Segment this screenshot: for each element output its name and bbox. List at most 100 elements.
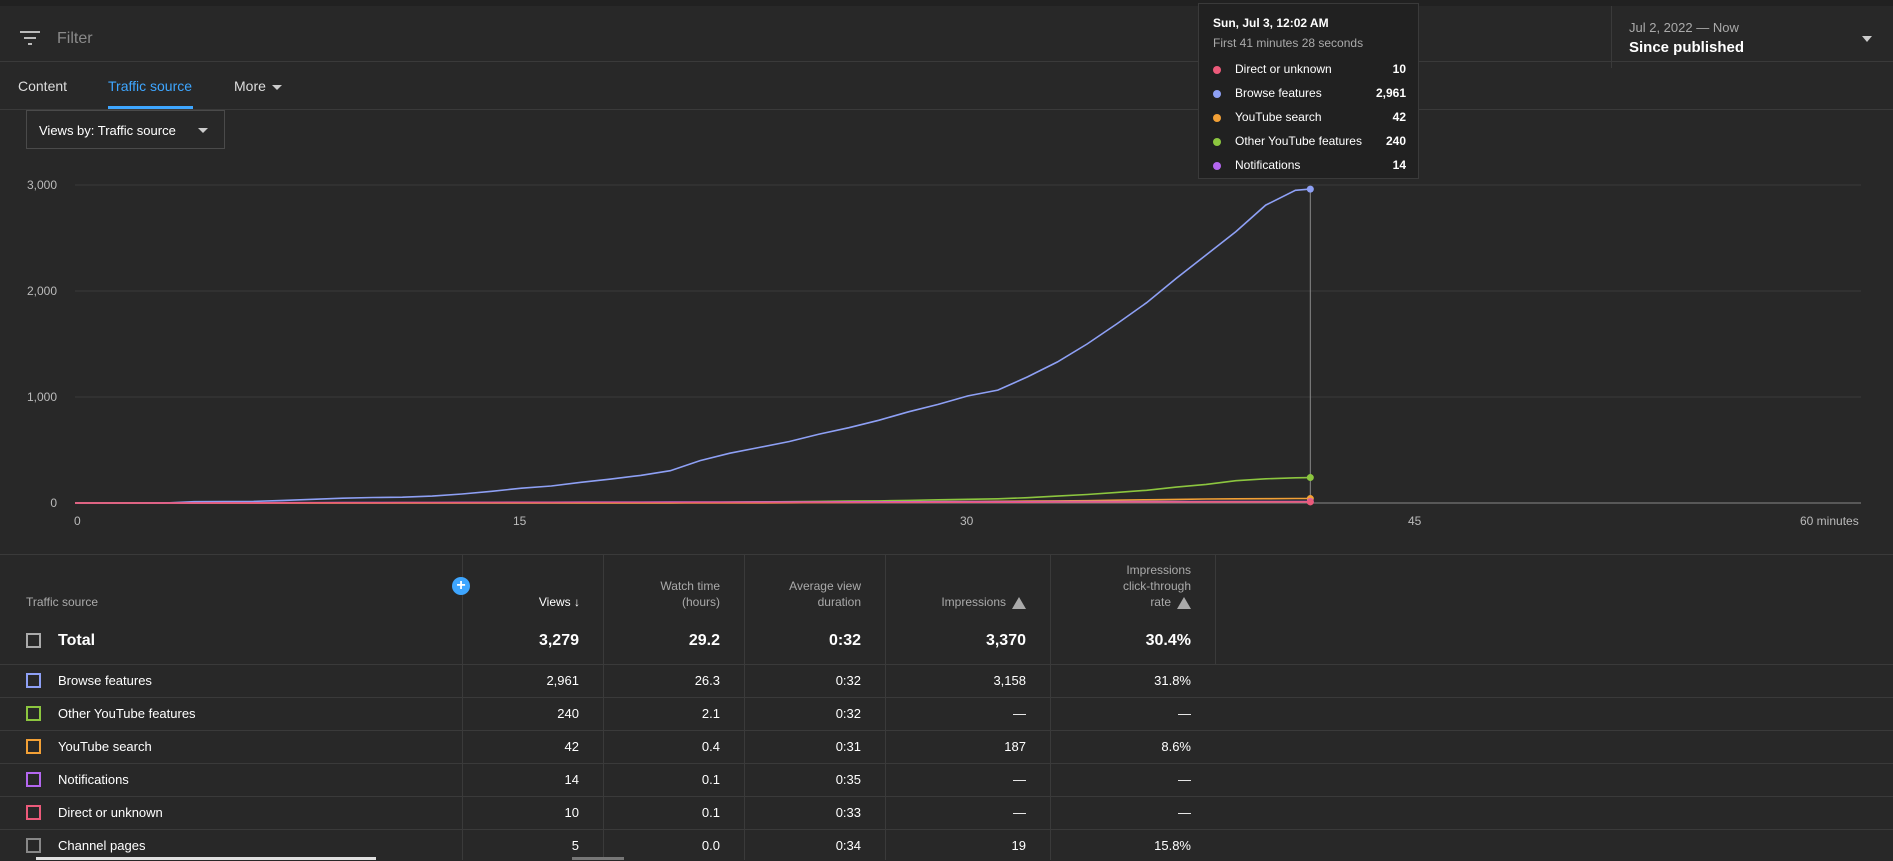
tooltip-row: YouTube search 42 bbox=[1213, 109, 1406, 127]
column-header-views[interactable]: Views ↓ bbox=[500, 594, 580, 610]
row-label: Notifications bbox=[58, 772, 129, 787]
warning-icon bbox=[1177, 596, 1191, 609]
x-tick-label: 45 bbox=[1408, 514, 1422, 528]
add-column-icon[interactable]: + bbox=[452, 577, 470, 595]
column-divider bbox=[744, 554, 745, 860]
row-views: 5 bbox=[571, 838, 579, 853]
row-checkbox[interactable] bbox=[26, 673, 41, 688]
caret-down-icon bbox=[271, 84, 282, 90]
column-header-ctr-line1: Impressions bbox=[1126, 563, 1191, 577]
x-tick-label: 15 bbox=[513, 514, 527, 528]
row-divider bbox=[0, 829, 1893, 830]
row-views: 2,961 bbox=[546, 673, 579, 688]
filter-input[interactable]: Filter bbox=[57, 30, 93, 47]
column-header-avd-line2: duration bbox=[817, 595, 861, 609]
row-impressions: — bbox=[1013, 706, 1026, 721]
row-checkbox[interactable] bbox=[26, 805, 41, 820]
tooltip-row: Direct or unknown 10 bbox=[1213, 61, 1406, 79]
tooltip-row-value: 10 bbox=[1392, 62, 1406, 76]
row-avd: 0:34 bbox=[835, 838, 861, 853]
y-tick-label: 0 bbox=[50, 496, 57, 510]
row-impressions: 19 bbox=[1011, 838, 1026, 853]
row-impressions: — bbox=[1013, 772, 1026, 787]
row-divider bbox=[0, 730, 1893, 731]
column-header-ctr-line2: click-through bbox=[1122, 579, 1191, 593]
series-line-browse-features bbox=[75, 188, 1311, 504]
row-ctr: 8.6% bbox=[1161, 739, 1191, 754]
tooltip-row-label: Other YouTube features bbox=[1235, 134, 1362, 148]
legend-dot-icon bbox=[1213, 90, 1221, 98]
views-by-dropdown[interactable]: Views by: Traffic source bbox=[26, 110, 225, 149]
series-line-other-youtube-features bbox=[75, 476, 1311, 504]
column-header-avd-line1: Average view bbox=[789, 579, 861, 593]
column-divider bbox=[603, 554, 604, 860]
column-header-avd[interactable]: Average view duration bbox=[751, 578, 861, 610]
row-label: Other YouTube features bbox=[58, 706, 196, 721]
row-divider bbox=[0, 697, 1893, 698]
tooltip-row-label: Notifications bbox=[1235, 158, 1301, 172]
series-line-direct-or-unknown bbox=[75, 501, 1311, 504]
row-divider bbox=[0, 664, 1893, 665]
x-tick-label: 60 minutes bbox=[1800, 514, 1859, 528]
caret-down-icon bbox=[198, 128, 208, 133]
row-ctr: 31.8% bbox=[1154, 673, 1191, 688]
row-views: 14 bbox=[564, 772, 579, 787]
row-views: 42 bbox=[564, 739, 579, 754]
total-impressions: 3,370 bbox=[985, 632, 1026, 649]
row-ctr: — bbox=[1178, 772, 1191, 787]
tooltip-row-value: 240 bbox=[1385, 134, 1406, 148]
tab-more-label: More bbox=[234, 78, 266, 94]
total-ctr: 30.4% bbox=[1145, 632, 1191, 649]
date-range-selector[interactable]: Jul 2, 2022 — Now Since published bbox=[1611, 6, 1893, 68]
tab-more[interactable]: More bbox=[234, 78, 282, 94]
row-checkbox[interactable] bbox=[26, 706, 41, 721]
row-impressions: 187 bbox=[1004, 739, 1026, 754]
row-avd: 0:33 bbox=[835, 805, 861, 820]
row-divider bbox=[0, 796, 1893, 797]
date-range-text: Jul 2, 2022 — Now bbox=[1629, 20, 1739, 35]
traffic-chart[interactable] bbox=[0, 0, 1893, 554]
column-header-impressions-label: Impressions bbox=[941, 595, 1006, 609]
column-divider bbox=[885, 554, 886, 860]
row-avd: 0:32 bbox=[835, 706, 861, 721]
chevron-down-icon bbox=[1862, 36, 1872, 42]
tab-content[interactable]: Content bbox=[18, 78, 68, 94]
row-watch-time: 0.4 bbox=[701, 739, 720, 754]
row-avd: 0:32 bbox=[835, 673, 861, 688]
traffic-source-table bbox=[0, 554, 1893, 861]
legend-dot-icon bbox=[1213, 162, 1221, 170]
active-tab-indicator bbox=[108, 106, 193, 109]
column-divider bbox=[462, 554, 463, 860]
tooltip-subtitle: First 41 minutes 28 seconds bbox=[1213, 36, 1364, 50]
legend-dot-icon bbox=[1213, 114, 1221, 122]
tab-bar: Content Traffic source More bbox=[0, 62, 1893, 110]
column-header-impressions[interactable]: Impressions bbox=[892, 594, 1026, 610]
row-checkbox[interactable] bbox=[26, 739, 41, 754]
column-header-source: Traffic source bbox=[26, 595, 99, 609]
column-header-ctr[interactable]: Impressions click-through rate bbox=[1057, 562, 1191, 610]
horizontal-scrollbar[interactable] bbox=[36, 857, 376, 860]
row-checkbox[interactable] bbox=[26, 838, 41, 853]
x-tick-label: 30 bbox=[960, 514, 974, 528]
row-label: YouTube search bbox=[58, 739, 152, 754]
total-checkbox[interactable] bbox=[26, 633, 41, 648]
tooltip-row-value: 14 bbox=[1392, 158, 1406, 172]
arrow-down-icon: ↓ bbox=[574, 595, 580, 609]
column-header-ctr-line3: rate bbox=[1150, 595, 1171, 609]
row-label: Direct or unknown bbox=[58, 805, 163, 820]
total-watch-time: 29.2 bbox=[688, 632, 720, 649]
total-views: 3,279 bbox=[538, 632, 579, 649]
column-header-watch-time[interactable]: Watch time (hours) bbox=[610, 578, 720, 610]
tooltip-row-label: YouTube search bbox=[1235, 110, 1322, 124]
row-watch-time: 0.1 bbox=[701, 772, 720, 787]
filter-icon[interactable] bbox=[20, 31, 40, 45]
total-avd: 0:32 bbox=[828, 632, 861, 649]
row-avd: 0:31 bbox=[835, 739, 861, 754]
horizontal-scrollbar-thumb[interactable] bbox=[572, 857, 624, 860]
tooltip-row: Other YouTube features 240 bbox=[1213, 133, 1406, 151]
row-checkbox[interactable] bbox=[26, 772, 41, 787]
legend-dot-icon bbox=[1213, 138, 1221, 146]
legend-dot-icon bbox=[1213, 66, 1221, 74]
chart-tooltip: Sun, Jul 3, 12:02 AM First 41 minutes 28… bbox=[1198, 3, 1419, 179]
tab-traffic-source[interactable]: Traffic source bbox=[108, 78, 193, 94]
